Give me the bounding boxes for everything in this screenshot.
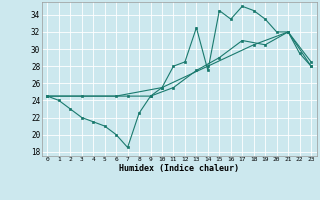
X-axis label: Humidex (Indice chaleur): Humidex (Indice chaleur) — [119, 164, 239, 173]
